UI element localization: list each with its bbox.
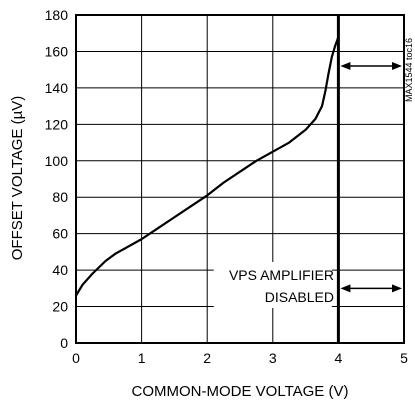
upper-arrow-head-right [392,62,402,71]
disabled-label-line2: DISABLED [265,289,334,305]
x-tick-label: 4 [335,350,343,366]
y-tick-label: 20 [52,299,68,315]
lower-arrow-head-left [340,284,351,293]
x-tick-labels: 0 1 2 3 4 5 [72,350,408,366]
series-layer [74,35,340,297]
lower-arrow-head-right [392,284,402,293]
offset-voltage-curve [74,35,340,297]
y-tick-label: 120 [45,116,69,132]
y-axis-title: OFFSET VOLTAGE (µV) [9,96,26,261]
upper-arrow-head-left [340,62,351,71]
x-tick-label: 0 [72,350,80,366]
plot-frame [75,14,405,344]
document-code: MAX1544 toc16 [404,38,414,102]
disabled-label-line1: VPS AMPLIFIER [229,267,334,283]
x-tick-label: 5 [400,350,408,366]
disabled-region-annotation [213,15,402,343]
y-tick-label: 0 [60,335,68,351]
y-tick-label: 80 [52,189,68,205]
x-tick-label: 1 [138,350,146,366]
y-tick-label: 180 [45,7,69,23]
label-background [213,262,332,308]
x-tick-label: 3 [269,350,277,366]
plot-border [75,14,405,344]
y-tick-label: 40 [52,262,68,278]
y-tick-labels: 0 20 40 60 80 100 120 140 160 180 [45,7,69,351]
y-tick-label: 160 [45,43,69,59]
y-tick-label: 60 [52,226,68,242]
y-tick-label: 140 [45,80,69,96]
x-tick-label: 2 [203,350,211,366]
x-axis-title: COMMON-MODE VOLTAGE (V) [132,383,349,400]
y-tick-label: 100 [45,153,69,169]
